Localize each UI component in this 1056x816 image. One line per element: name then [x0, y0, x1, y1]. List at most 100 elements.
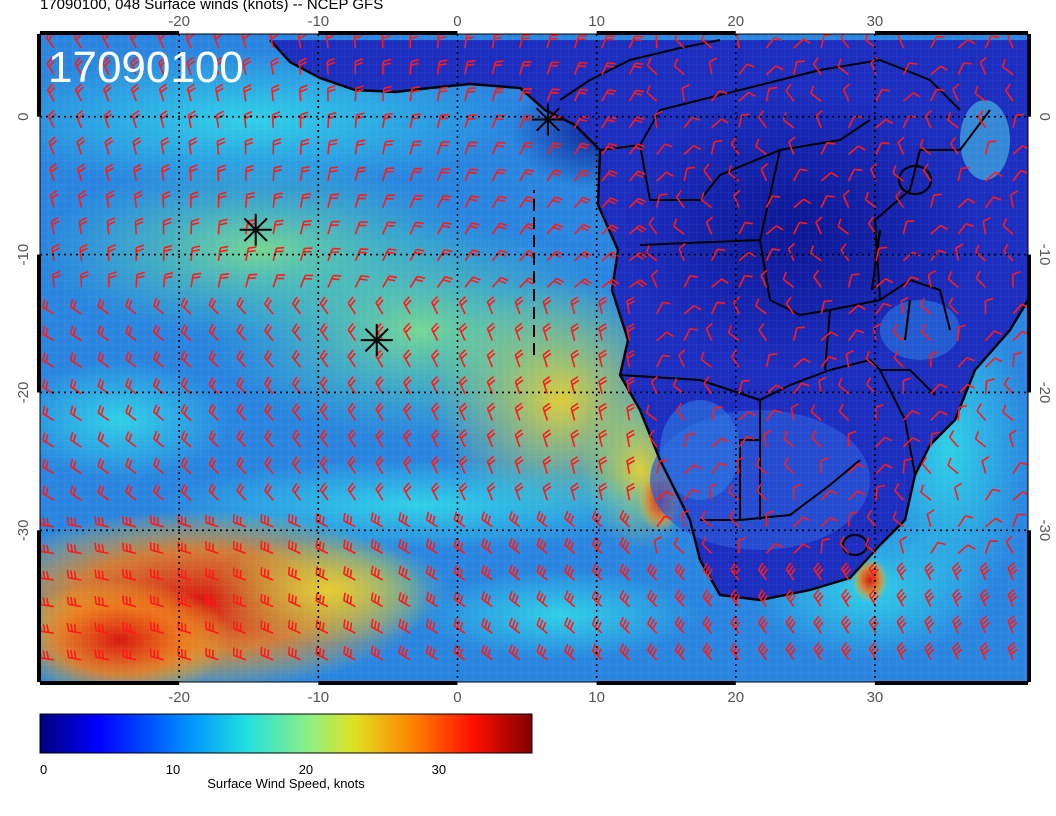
wind-barb — [158, 56, 167, 75]
wind-barb — [979, 588, 990, 607]
wind-barb — [656, 515, 673, 528]
wind-barb — [46, 56, 55, 76]
frame-bar-top — [596, 31, 736, 35]
wind-barb — [436, 168, 451, 182]
wind-barb — [1012, 113, 1025, 128]
wind-barb — [343, 619, 356, 634]
colorbar-ramp — [39, 713, 533, 754]
wind-barb — [343, 512, 356, 528]
wind-barb — [299, 247, 313, 262]
wind-barb — [1005, 535, 1014, 554]
wind-barb — [979, 562, 990, 581]
wind-barb — [270, 84, 280, 102]
wind-barb — [94, 595, 109, 608]
wind-barb — [287, 566, 301, 581]
frame-bar-top — [874, 31, 1028, 35]
wind-barb — [180, 324, 192, 342]
wind-barb — [75, 109, 85, 129]
wind-barb — [208, 350, 219, 368]
wind-barb — [628, 35, 643, 49]
wind-barb — [542, 402, 552, 421]
wind-barb — [793, 357, 811, 368]
wind-barb — [920, 297, 932, 315]
wind-barb — [152, 297, 165, 315]
wind-barb — [848, 145, 866, 156]
wind-barb — [598, 323, 608, 341]
wind-barb — [66, 516, 82, 528]
wind-barb — [985, 171, 1003, 182]
wind-barb — [514, 322, 524, 341]
wind-barb — [875, 404, 884, 421]
wind-barb — [793, 221, 808, 235]
wind-barb — [892, 510, 904, 528]
wind-barb — [757, 562, 769, 581]
wind-barb — [950, 136, 959, 155]
wind-barb — [536, 564, 548, 581]
wind-barb — [673, 58, 685, 76]
wind-barb — [951, 588, 963, 607]
wind-barb — [564, 617, 576, 634]
wind-barb — [160, 137, 170, 155]
wind-barb — [185, 34, 195, 49]
wind-barb — [708, 482, 717, 501]
storm-markers — [239, 103, 564, 357]
wind-barb — [382, 275, 398, 288]
wind-barb — [343, 645, 356, 661]
wind-barb — [297, 34, 307, 49]
wind-barb — [875, 436, 893, 448]
wind-barb — [957, 515, 974, 528]
wind-barb — [870, 56, 878, 75]
wind-barb — [864, 191, 877, 209]
wind-barb — [1008, 429, 1017, 448]
wind-barb — [868, 562, 879, 581]
wind-barb — [765, 225, 784, 235]
frame-bar-right — [1027, 530, 1031, 682]
wind-barb — [619, 510, 630, 528]
wind-barb — [152, 404, 165, 422]
wind-barb — [626, 296, 636, 315]
wind-barb — [519, 141, 534, 155]
wind-barb — [1007, 641, 1018, 661]
wind-barb — [409, 58, 420, 75]
wind-barb — [681, 84, 690, 102]
wind-barb — [291, 323, 302, 342]
wind-barb — [403, 322, 412, 341]
wind-barb — [236, 403, 247, 421]
wind-barb — [598, 402, 608, 421]
wind-barb — [347, 322, 357, 342]
wind-barb — [847, 511, 858, 527]
wind-barb — [79, 243, 89, 261]
wind-barb — [287, 646, 301, 661]
wind-barb — [896, 615, 907, 634]
wind-barb — [785, 296, 795, 315]
wind-barb — [42, 458, 55, 475]
wind-barb — [820, 537, 831, 554]
wind-barb — [272, 192, 283, 208]
wind-barb — [180, 297, 192, 315]
wind-barb — [656, 301, 671, 315]
wind-barb — [790, 403, 800, 421]
wind-barb — [628, 143, 646, 155]
wind-barb — [847, 168, 863, 182]
wind-barb — [76, 136, 86, 155]
wind-barb — [122, 648, 137, 661]
wind-barb — [208, 377, 219, 395]
wind-barbs — [40, 34, 1028, 661]
wind-barb — [186, 56, 195, 75]
wind-barb — [208, 456, 219, 475]
wind-barb — [783, 430, 795, 448]
wind-barb — [598, 349, 608, 368]
wind-barb — [102, 83, 112, 102]
wind-barb — [514, 349, 524, 368]
wind-barb — [573, 142, 590, 155]
wind-barb — [354, 58, 364, 75]
wind-barb — [841, 615, 852, 634]
lon-label-bottom: 0 — [453, 689, 461, 706]
wind-barb — [902, 62, 918, 75]
wind-barb — [299, 274, 314, 288]
wind-barb — [291, 296, 302, 315]
wind-barb — [241, 34, 251, 49]
wind-barb — [868, 615, 879, 634]
wind-barb — [264, 483, 274, 501]
wind-barb — [1004, 83, 1014, 102]
